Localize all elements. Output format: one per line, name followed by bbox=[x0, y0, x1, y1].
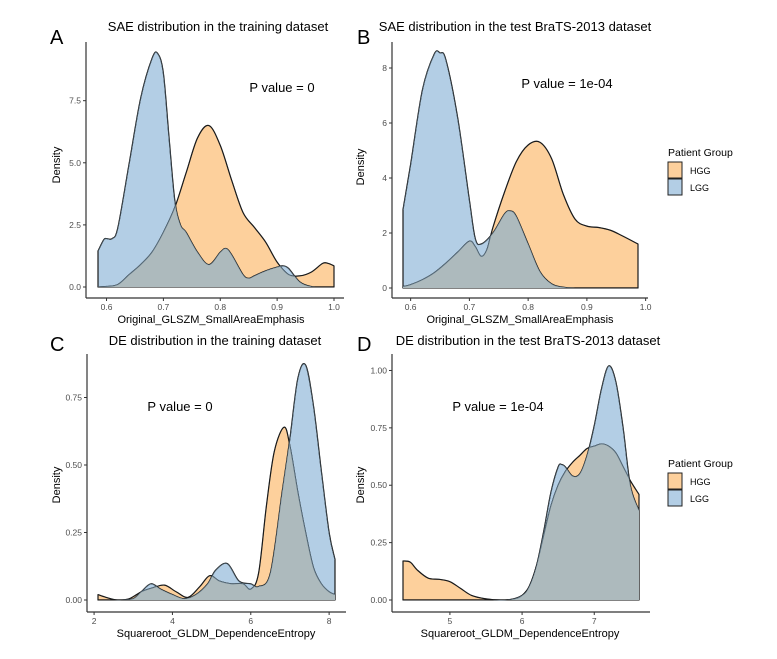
x-tick-label: 8 bbox=[327, 616, 332, 626]
legend-title: Patient Group bbox=[668, 147, 733, 159]
x-tick-label: 6 bbox=[248, 616, 253, 626]
baseline-mask bbox=[400, 288, 641, 295]
y-tick-label: 0.50 bbox=[370, 480, 387, 490]
chart-title: DE distribution in the test BraTS-2013 d… bbox=[396, 333, 661, 348]
x-tick-label: 0.9 bbox=[581, 302, 593, 312]
x-axis-title: Squareroot_GLDM_DependenceEntropy bbox=[421, 628, 620, 640]
y-axis-title: Density bbox=[51, 466, 63, 503]
density-overlap-cover bbox=[403, 443, 639, 600]
panel-letter: D bbox=[357, 334, 371, 356]
plot-area: 0.6 0.7 0.8 0.9 1.0 0.0 2.5 5.0 7.5 bbox=[69, 42, 344, 312]
plot-area: 0.6 0.7 0.8 0.9 1.0 0 2 4 6 8 bbox=[382, 42, 652, 312]
legend: Patient Group HGG LGG bbox=[667, 458, 733, 507]
p-value-annotation: P value = 1e-04 bbox=[521, 76, 612, 91]
x-tick-label: 0.7 bbox=[463, 302, 475, 312]
y-tick-label: 6 bbox=[382, 118, 387, 128]
y-tick-label: 8 bbox=[382, 63, 387, 73]
baseline-mask bbox=[400, 600, 642, 607]
y-tick-label: 0.75 bbox=[65, 393, 82, 403]
y-axis-title: Density bbox=[355, 466, 367, 503]
p-value-annotation: P value = 1e-04 bbox=[452, 399, 543, 414]
y-tick-label: 0.0 bbox=[69, 282, 81, 292]
y-tick-label: 4 bbox=[382, 173, 387, 183]
y-axis-title: Density bbox=[51, 146, 63, 183]
x-tick-label: 0.6 bbox=[101, 302, 113, 312]
y-tick-label: 0.50 bbox=[65, 460, 82, 470]
legend-label-lgg: LGG bbox=[690, 183, 709, 193]
density-inner-line-lgg bbox=[403, 365, 639, 601]
x-tick-label: 1.0 bbox=[640, 302, 652, 312]
plot-area: 5 6 7 0.00 0.25 0.50 0.75 1.00 bbox=[370, 354, 650, 626]
panel-d: D DE distribution in the test BraTS-2013… bbox=[355, 333, 661, 640]
panel-b: B SAE distribution in the test BraTS-201… bbox=[355, 19, 652, 326]
legend-title: Patient Group bbox=[668, 458, 733, 470]
chart-title: SAE distribution in the test BraTS-2013 … bbox=[379, 19, 652, 34]
legend: Patient Group HGG LGG bbox=[667, 147, 733, 196]
x-axis-title: Original_GLSZM_SmallAreaEmphasis bbox=[117, 314, 305, 326]
y-tick-label: 0.00 bbox=[370, 595, 387, 605]
legend-swatch-hgg bbox=[667, 472, 683, 490]
density-area-lgg bbox=[403, 50, 638, 289]
y-tick-label: 2.5 bbox=[69, 220, 81, 230]
panel-c: C DE distribution in the training datase… bbox=[50, 333, 346, 640]
x-tick-label: 0.8 bbox=[522, 302, 534, 312]
panel-letter: B bbox=[357, 27, 370, 49]
density-inner-line-lgg bbox=[98, 363, 335, 601]
x-tick-label: 0.9 bbox=[271, 302, 283, 312]
panel-a: A SAE distribution in the training datas… bbox=[50, 19, 344, 326]
legend-swatch-lgg bbox=[667, 178, 683, 196]
x-tick-label: 6 bbox=[520, 616, 525, 626]
x-tick-label: 2 bbox=[92, 616, 97, 626]
legend-swatch-lgg bbox=[667, 489, 683, 507]
x-tick-label: 0.6 bbox=[405, 302, 417, 312]
baseline-mask bbox=[95, 600, 338, 607]
x-axis-title: Original_GLSZM_SmallAreaEmphasis bbox=[426, 314, 614, 326]
panel-letter: C bbox=[50, 334, 64, 356]
x-tick-label: 1.0 bbox=[328, 302, 340, 312]
x-tick-label: 0.7 bbox=[157, 302, 169, 312]
y-tick-label: 0.00 bbox=[65, 595, 82, 605]
y-tick-label: 2 bbox=[382, 228, 387, 238]
legend-label-hgg: HGG bbox=[690, 166, 711, 176]
p-value-annotation: P value = 0 bbox=[249, 80, 314, 95]
legend-label-lgg: LGG bbox=[690, 494, 709, 504]
chart-title: DE distribution in the training dataset bbox=[109, 333, 322, 348]
y-tick-label: 0.25 bbox=[65, 528, 82, 538]
legend-swatch-hgg bbox=[667, 161, 683, 179]
density-area-lgg bbox=[98, 51, 334, 288]
y-tick-label: 0 bbox=[382, 283, 387, 293]
x-tick-label: 7 bbox=[592, 616, 597, 626]
y-tick-label: 0.75 bbox=[370, 423, 387, 433]
y-tick-label: 7.5 bbox=[69, 96, 81, 106]
legend-label-hgg: HGG bbox=[690, 477, 711, 487]
x-tick-label: 5 bbox=[448, 616, 453, 626]
baseline-mask bbox=[95, 287, 337, 294]
y-tick-label: 5.0 bbox=[69, 158, 81, 168]
x-tick-label: 0.8 bbox=[214, 302, 226, 312]
y-axis-title: Density bbox=[355, 148, 367, 185]
y-tick-label: 0.25 bbox=[370, 538, 387, 548]
x-tick-label: 4 bbox=[170, 616, 175, 626]
p-value-annotation: P value = 0 bbox=[147, 399, 212, 414]
panel-letter: A bbox=[50, 27, 64, 49]
x-axis-title: Squareroot_GLDM_DependenceEntropy bbox=[117, 628, 316, 640]
chart-title: SAE distribution in the training dataset bbox=[108, 19, 329, 34]
plot-area: 2 4 6 8 0.00 0.25 0.50 0.75 bbox=[65, 354, 346, 626]
y-tick-label: 1.00 bbox=[370, 365, 387, 375]
